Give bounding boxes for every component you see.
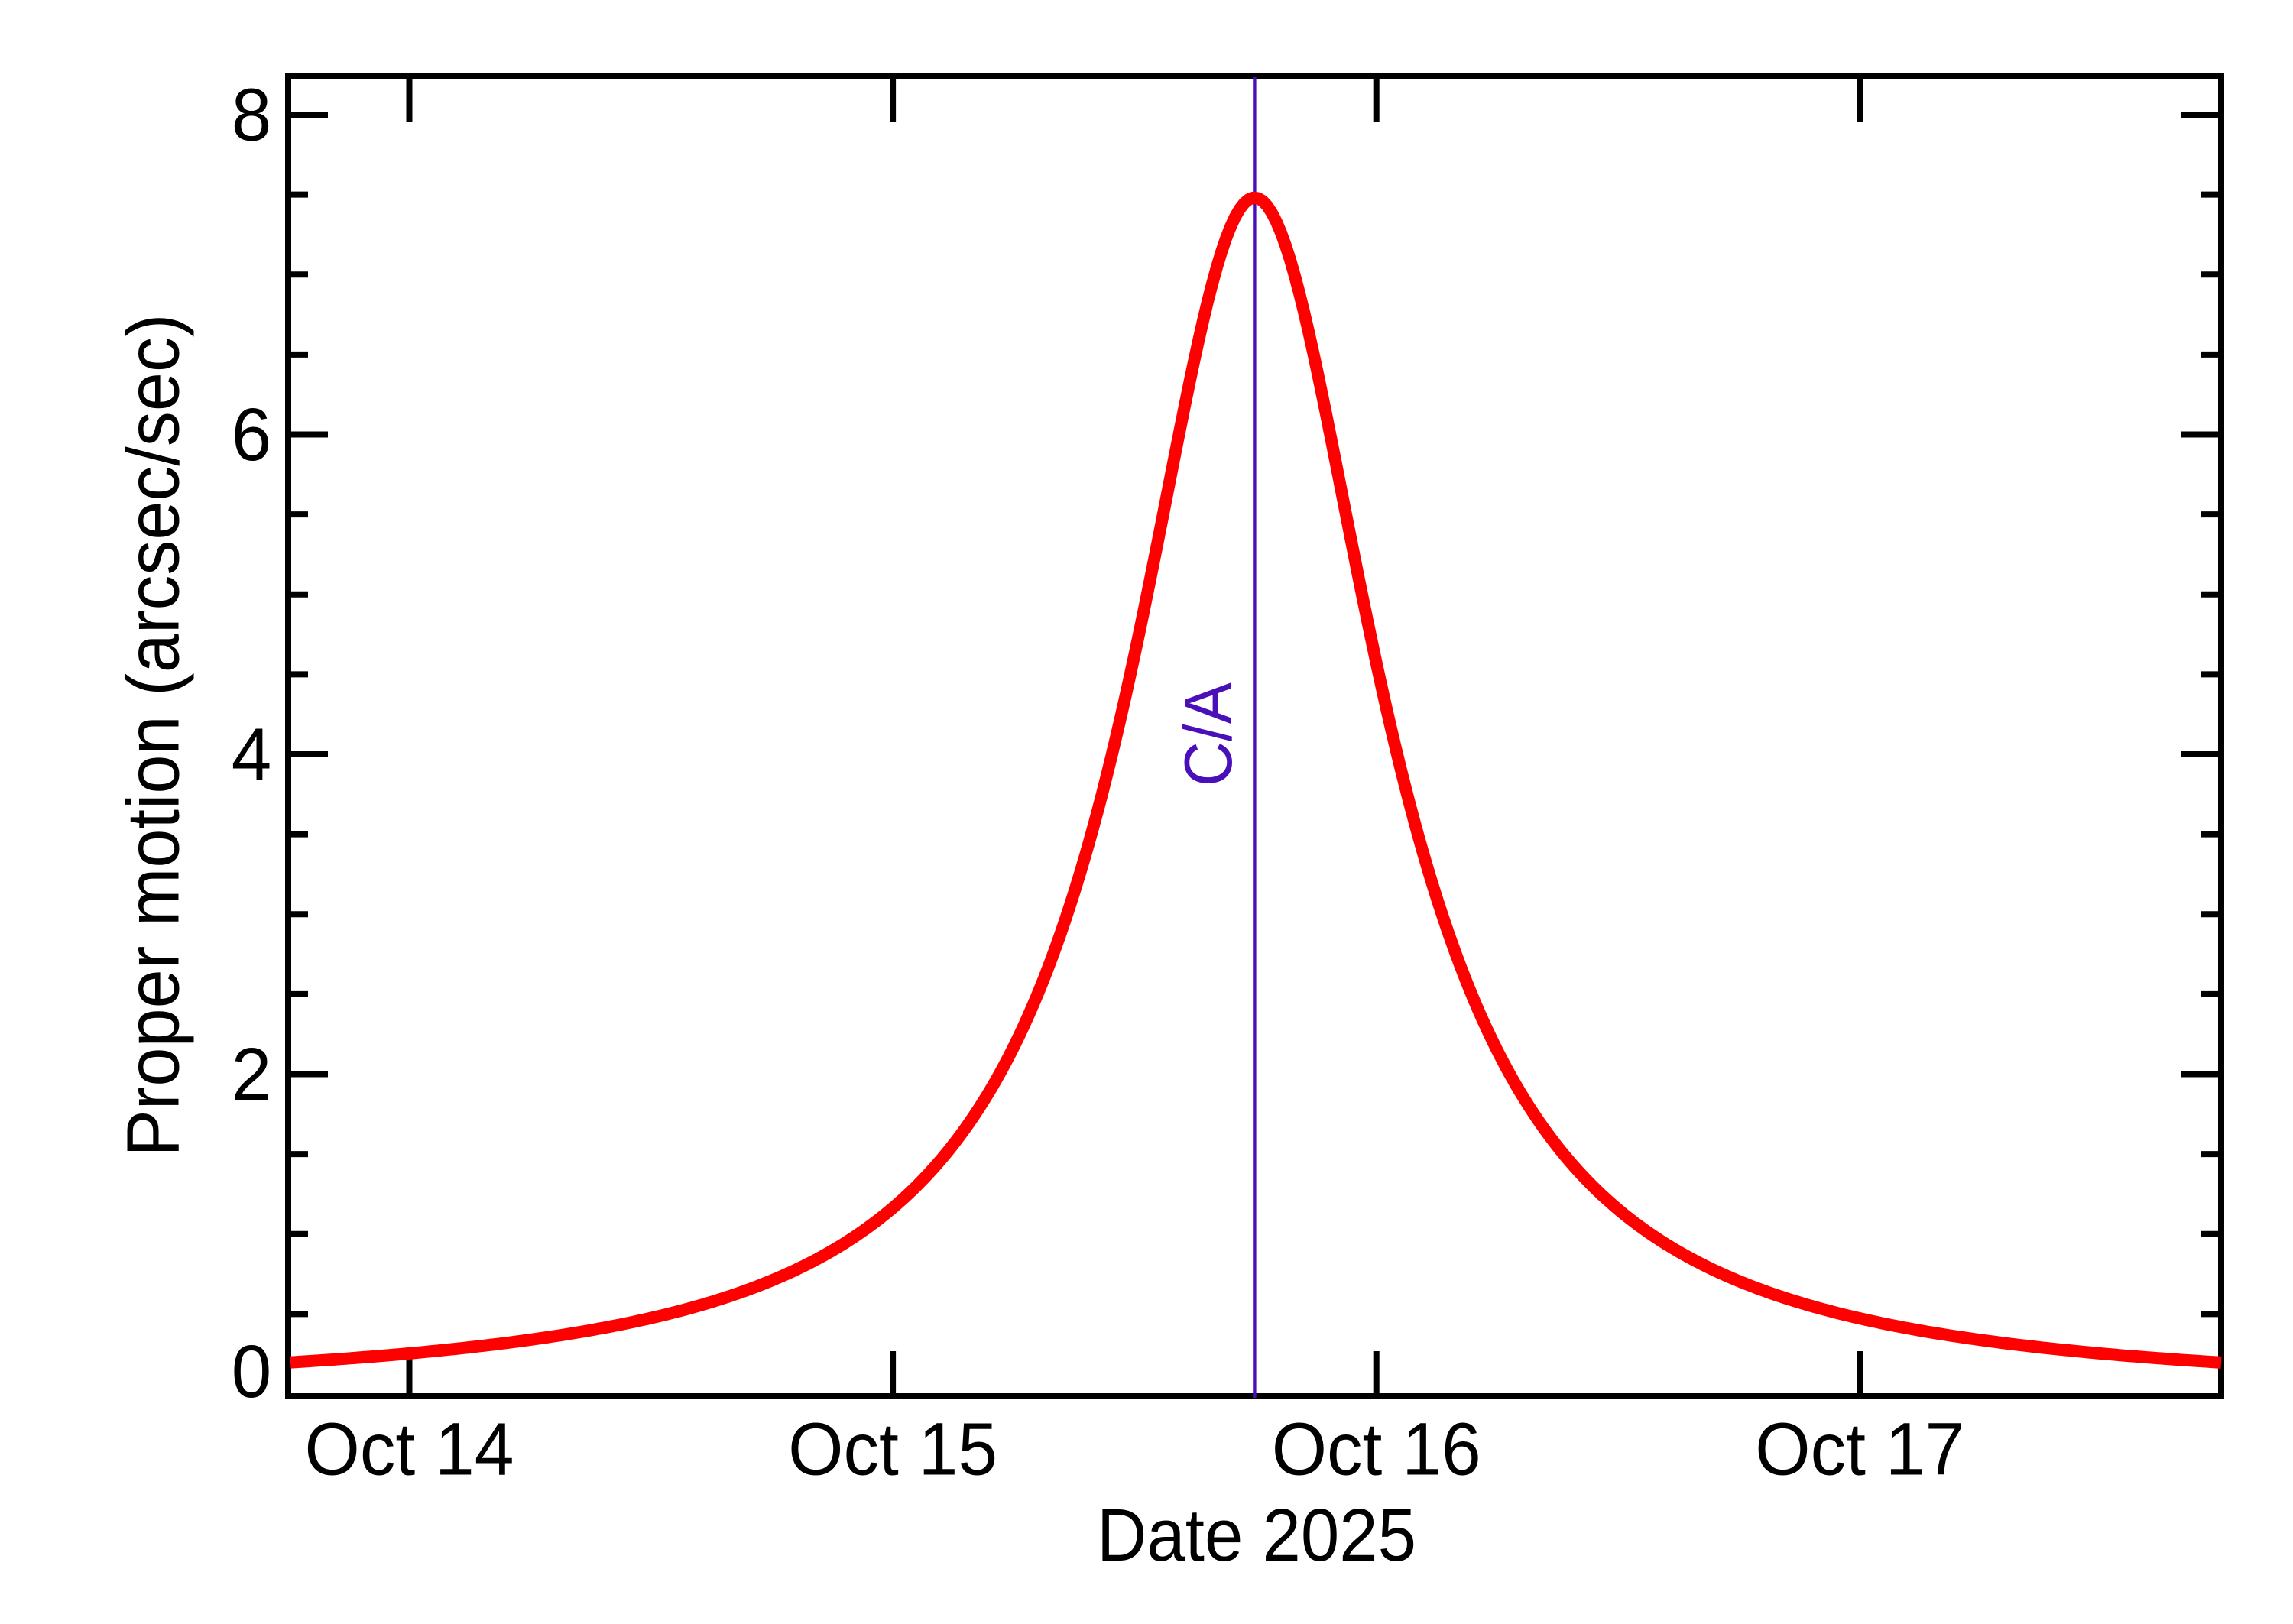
svg-text:2: 2 <box>232 1032 272 1116</box>
svg-text:C/A: C/A <box>1170 682 1246 786</box>
svg-text:Proper motion (arcsec/sec): Proper motion (arcsec/sec) <box>112 314 195 1157</box>
svg-text:8: 8 <box>232 73 272 156</box>
svg-text:Oct 16: Oct 16 <box>1272 1408 1481 1491</box>
svg-text:Date 2025: Date 2025 <box>1097 1493 1416 1577</box>
svg-text:Oct 14: Oct 14 <box>305 1408 514 1491</box>
svg-text:Oct 15: Oct 15 <box>788 1408 997 1491</box>
svg-text:Oct 17: Oct 17 <box>1755 1408 1964 1491</box>
svg-text:6: 6 <box>232 393 272 476</box>
svg-text:0: 0 <box>232 1330 272 1413</box>
svg-text:4: 4 <box>232 712 272 796</box>
